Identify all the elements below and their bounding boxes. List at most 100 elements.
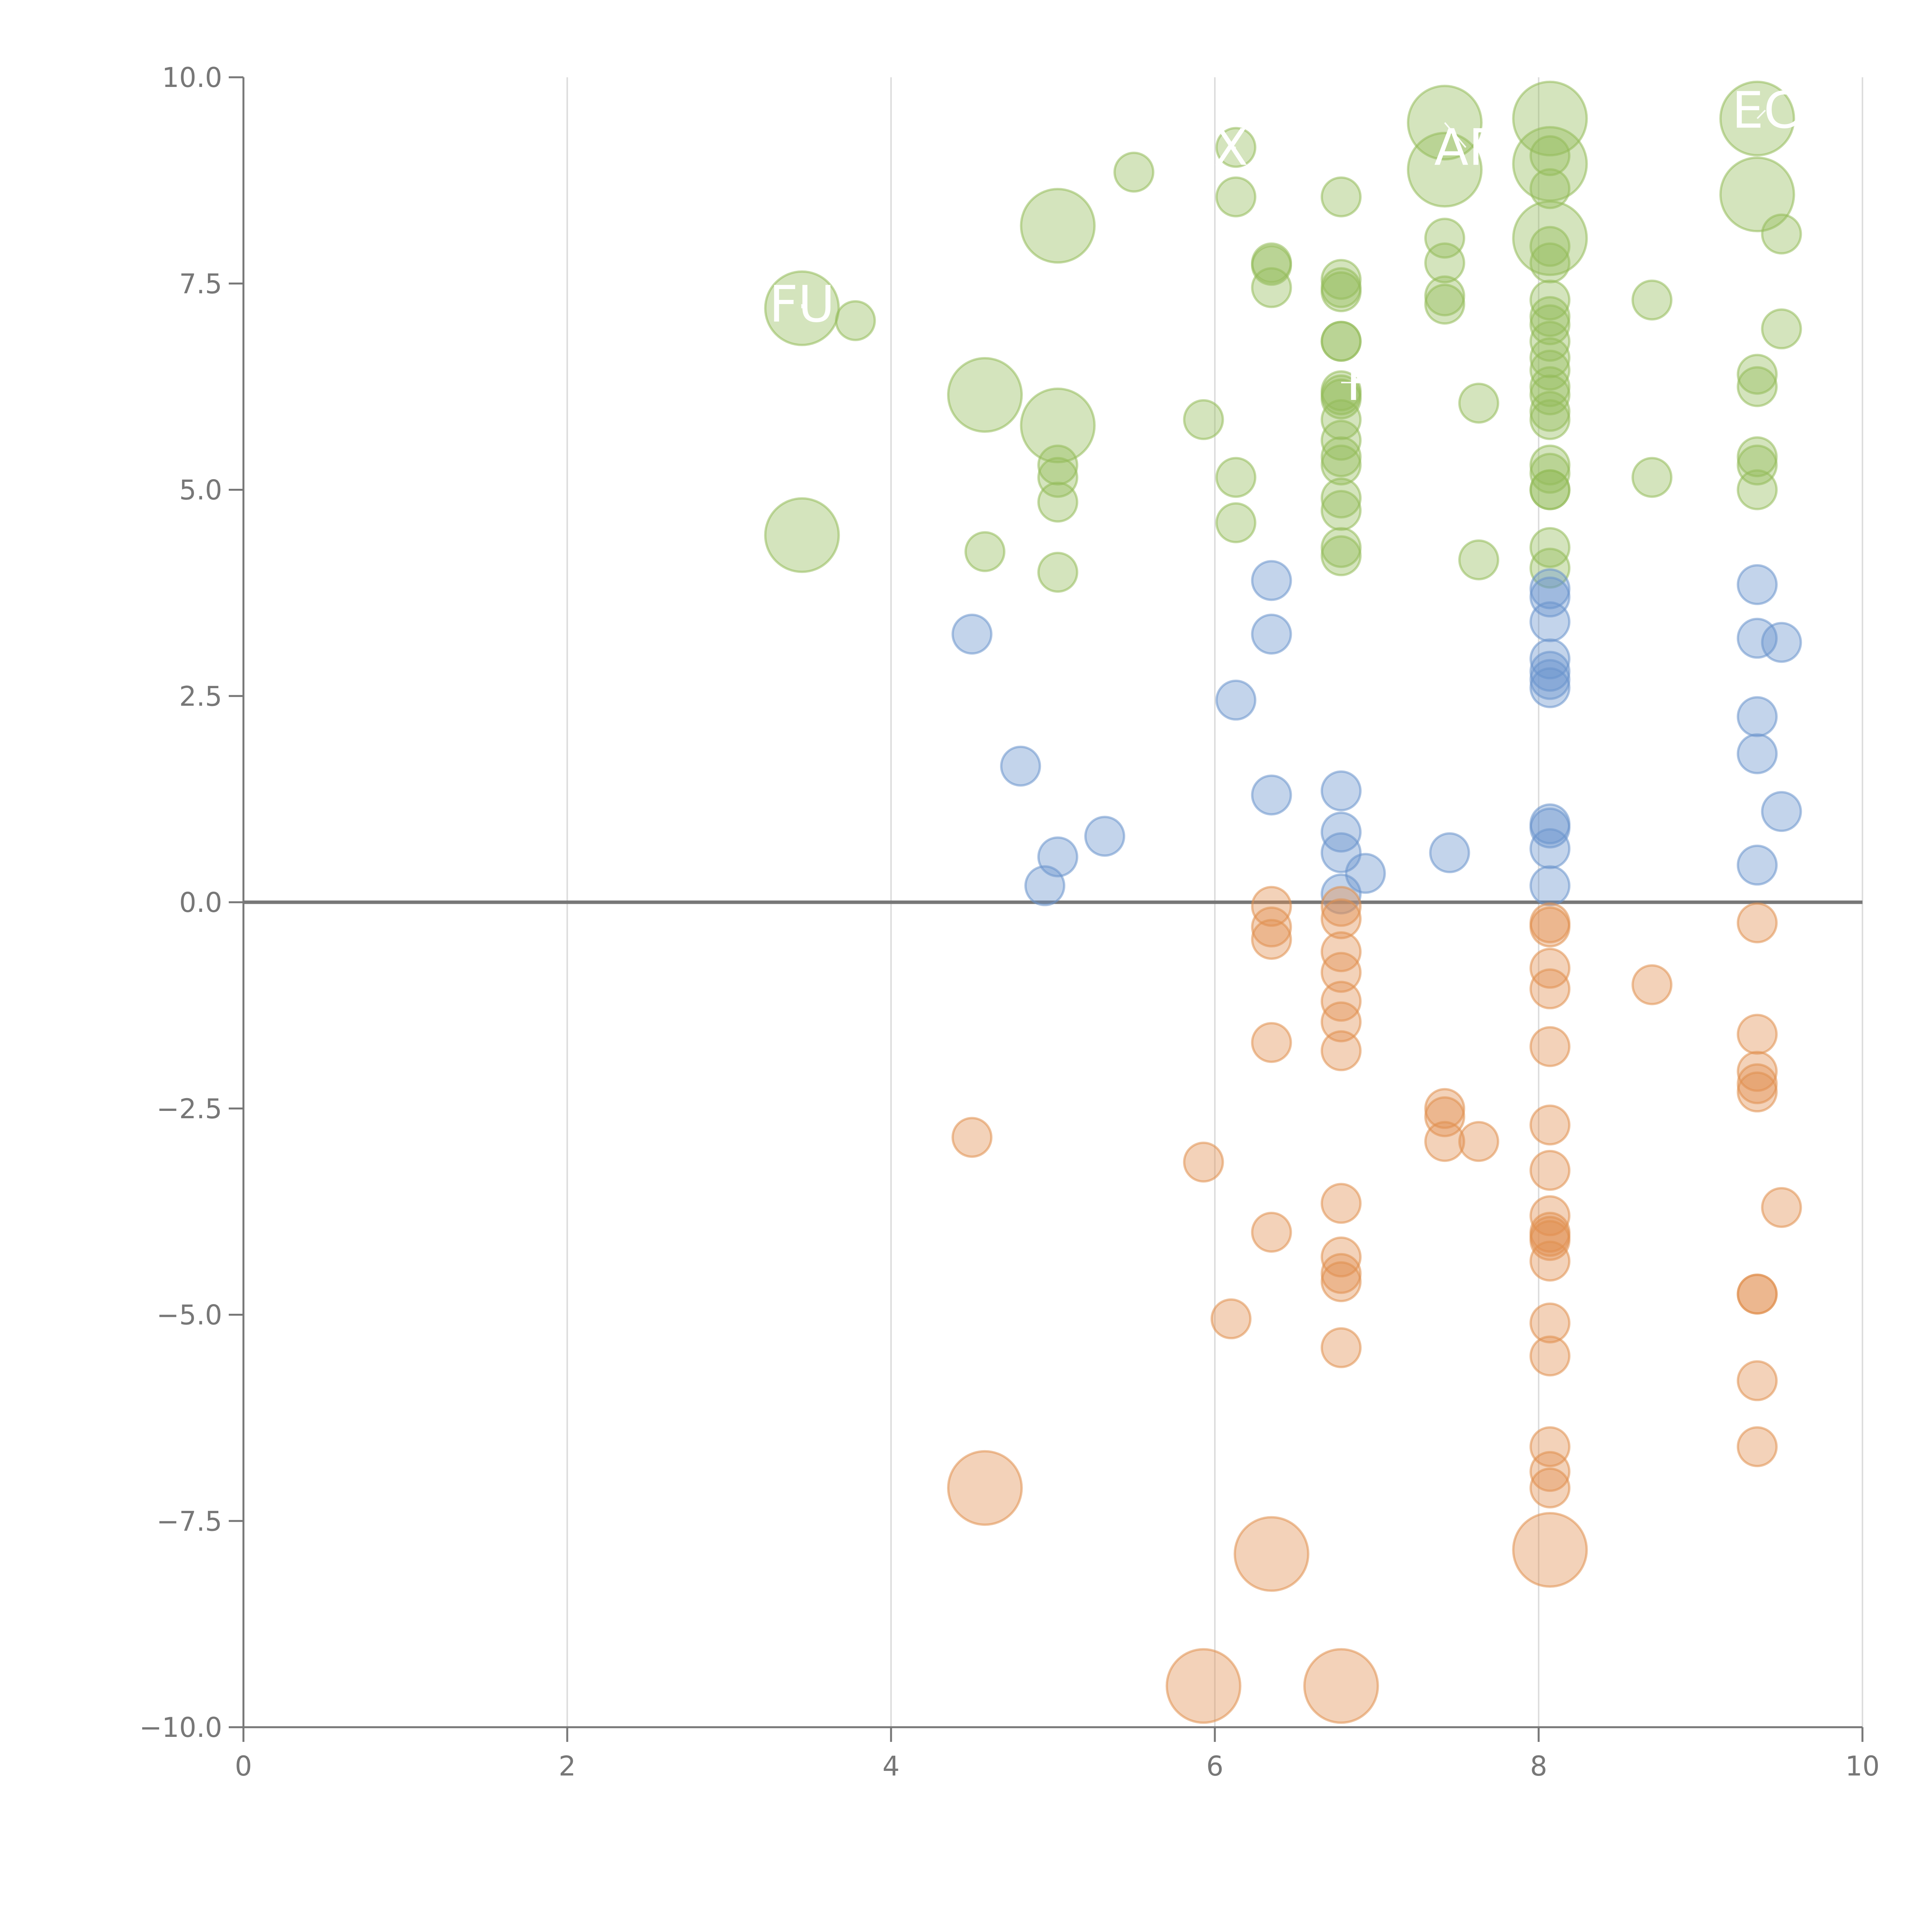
orange-bubble bbox=[1320, 1327, 1362, 1368]
orange-bubble bbox=[1736, 1360, 1778, 1401]
x-tick-label: 8 bbox=[1530, 1750, 1548, 1782]
bubble-layer bbox=[764, 80, 1802, 1724]
orange-bubble bbox=[1736, 1014, 1778, 1055]
green-bubble bbox=[1529, 226, 1571, 267]
x-tick-label: 2 bbox=[559, 1750, 576, 1782]
green-bubble bbox=[1251, 245, 1292, 286]
green-bubble bbox=[1320, 477, 1362, 519]
orange-bubble bbox=[1165, 1648, 1242, 1724]
y-tick-label: 5.0 bbox=[179, 474, 222, 506]
green-bubble bbox=[1215, 176, 1257, 218]
blue-bubble bbox=[1320, 811, 1362, 853]
orange-bubble bbox=[1529, 1335, 1571, 1377]
bubble-annotation: EC bbox=[1732, 81, 1799, 139]
bubble-annotation: F bbox=[1346, 353, 1375, 412]
green-bubble bbox=[1320, 321, 1362, 362]
green-bubble bbox=[1719, 156, 1795, 233]
orange-bubble bbox=[1183, 1141, 1224, 1183]
orange-bubble bbox=[1736, 902, 1778, 944]
blue-bubble bbox=[1251, 614, 1292, 655]
y-tick-label: −7.5 bbox=[156, 1505, 222, 1537]
blue-bubble bbox=[1529, 807, 1571, 849]
orange-bubble bbox=[1529, 1104, 1571, 1146]
orange-bubble bbox=[1320, 1030, 1362, 1071]
green-bubble bbox=[1761, 213, 1802, 255]
orange-bubble bbox=[1303, 1648, 1379, 1724]
green-bubble bbox=[1529, 374, 1571, 415]
green-bubble bbox=[1037, 481, 1078, 523]
green-bubble bbox=[1529, 337, 1571, 378]
blue-bubble bbox=[1000, 745, 1041, 787]
blue-bubble bbox=[1736, 564, 1778, 605]
orange-bubble bbox=[1320, 898, 1362, 939]
y-tick-label: 0.0 bbox=[179, 887, 222, 918]
x-tick-label: 0 bbox=[235, 1750, 252, 1782]
blue-bubble bbox=[1251, 560, 1292, 601]
green-bubble bbox=[947, 357, 1023, 433]
green-bubble bbox=[1424, 218, 1465, 259]
green-bubble bbox=[1512, 80, 1588, 156]
annotation-leader bbox=[1444, 122, 1466, 148]
green-bubble bbox=[1761, 308, 1802, 350]
blue-bubble bbox=[1429, 832, 1470, 873]
blue-bubble bbox=[1529, 601, 1571, 643]
green-bubble bbox=[1113, 151, 1155, 193]
blue-bubble bbox=[1761, 622, 1802, 663]
orange-bubble bbox=[1529, 1240, 1571, 1282]
blue-bubble bbox=[951, 614, 993, 655]
orange-bubble bbox=[1320, 952, 1362, 993]
blue-bubble bbox=[1529, 865, 1571, 906]
green-bubble bbox=[1424, 242, 1465, 284]
orange-bubble bbox=[1529, 1302, 1571, 1344]
green-bubble bbox=[1320, 444, 1362, 486]
blue-bubble bbox=[1761, 791, 1802, 832]
y-tick-label: −2.5 bbox=[156, 1093, 222, 1125]
green-bubble bbox=[1020, 188, 1096, 264]
green-bubble bbox=[1529, 279, 1571, 321]
y-tick-label: 2.5 bbox=[179, 680, 222, 712]
y-tick-label: −5.0 bbox=[156, 1299, 222, 1331]
orange-bubble bbox=[1736, 1051, 1778, 1092]
green-bubble bbox=[835, 300, 876, 341]
blue-bubble bbox=[1529, 667, 1571, 708]
orange-bubble bbox=[1736, 1274, 1778, 1315]
blue-bubble bbox=[1320, 770, 1362, 811]
orange-bubble bbox=[1320, 1236, 1362, 1278]
axes: −10.0 −7.5 −5.0 −2.5 0.0 2.5 5.0 7.5 10.0 0 2 4 6 8 10 bbox=[139, 62, 1879, 1782]
orange-bubble bbox=[1529, 1195, 1571, 1236]
bubble-annotation: FU bbox=[769, 275, 835, 333]
blue-bubble bbox=[1736, 733, 1778, 774]
green-bubble bbox=[1320, 420, 1362, 461]
orange-bubble bbox=[1529, 968, 1571, 1010]
blue-bubble bbox=[1529, 577, 1571, 618]
blue-bubble bbox=[1345, 853, 1386, 894]
green-bubble bbox=[1406, 132, 1483, 208]
orange-bubble bbox=[1320, 981, 1362, 1022]
green-bubble bbox=[1736, 469, 1778, 510]
orange-bubble bbox=[1458, 1121, 1499, 1162]
green-bubble bbox=[1320, 490, 1362, 531]
orange-bubble bbox=[1320, 1183, 1362, 1224]
bubble-annotation: AF bbox=[1434, 118, 1498, 177]
green-bubble bbox=[1529, 349, 1571, 391]
green-bubble bbox=[1320, 535, 1362, 577]
green-bubble bbox=[1736, 444, 1778, 486]
green-bubble bbox=[1215, 457, 1257, 498]
annotation-leader bbox=[1757, 109, 1766, 119]
green-bubble bbox=[1037, 552, 1078, 593]
orange-bubble bbox=[1529, 1150, 1571, 1191]
green-bubble bbox=[1037, 444, 1078, 486]
green-bubble bbox=[764, 497, 840, 573]
blue-bubble bbox=[1251, 774, 1292, 816]
orange-bubble bbox=[1529, 1451, 1571, 1492]
orange-bubble bbox=[1251, 886, 1292, 927]
x-tick-label: 4 bbox=[883, 1750, 900, 1782]
green-bubble bbox=[1529, 168, 1571, 209]
orange-bubble bbox=[1761, 1187, 1802, 1228]
orange-bubble bbox=[1251, 1212, 1292, 1253]
green-bubble bbox=[1529, 304, 1571, 345]
y-tick-label: 10.0 bbox=[162, 62, 222, 94]
orange-bubble bbox=[1320, 931, 1362, 973]
green-bubble bbox=[1251, 267, 1292, 308]
